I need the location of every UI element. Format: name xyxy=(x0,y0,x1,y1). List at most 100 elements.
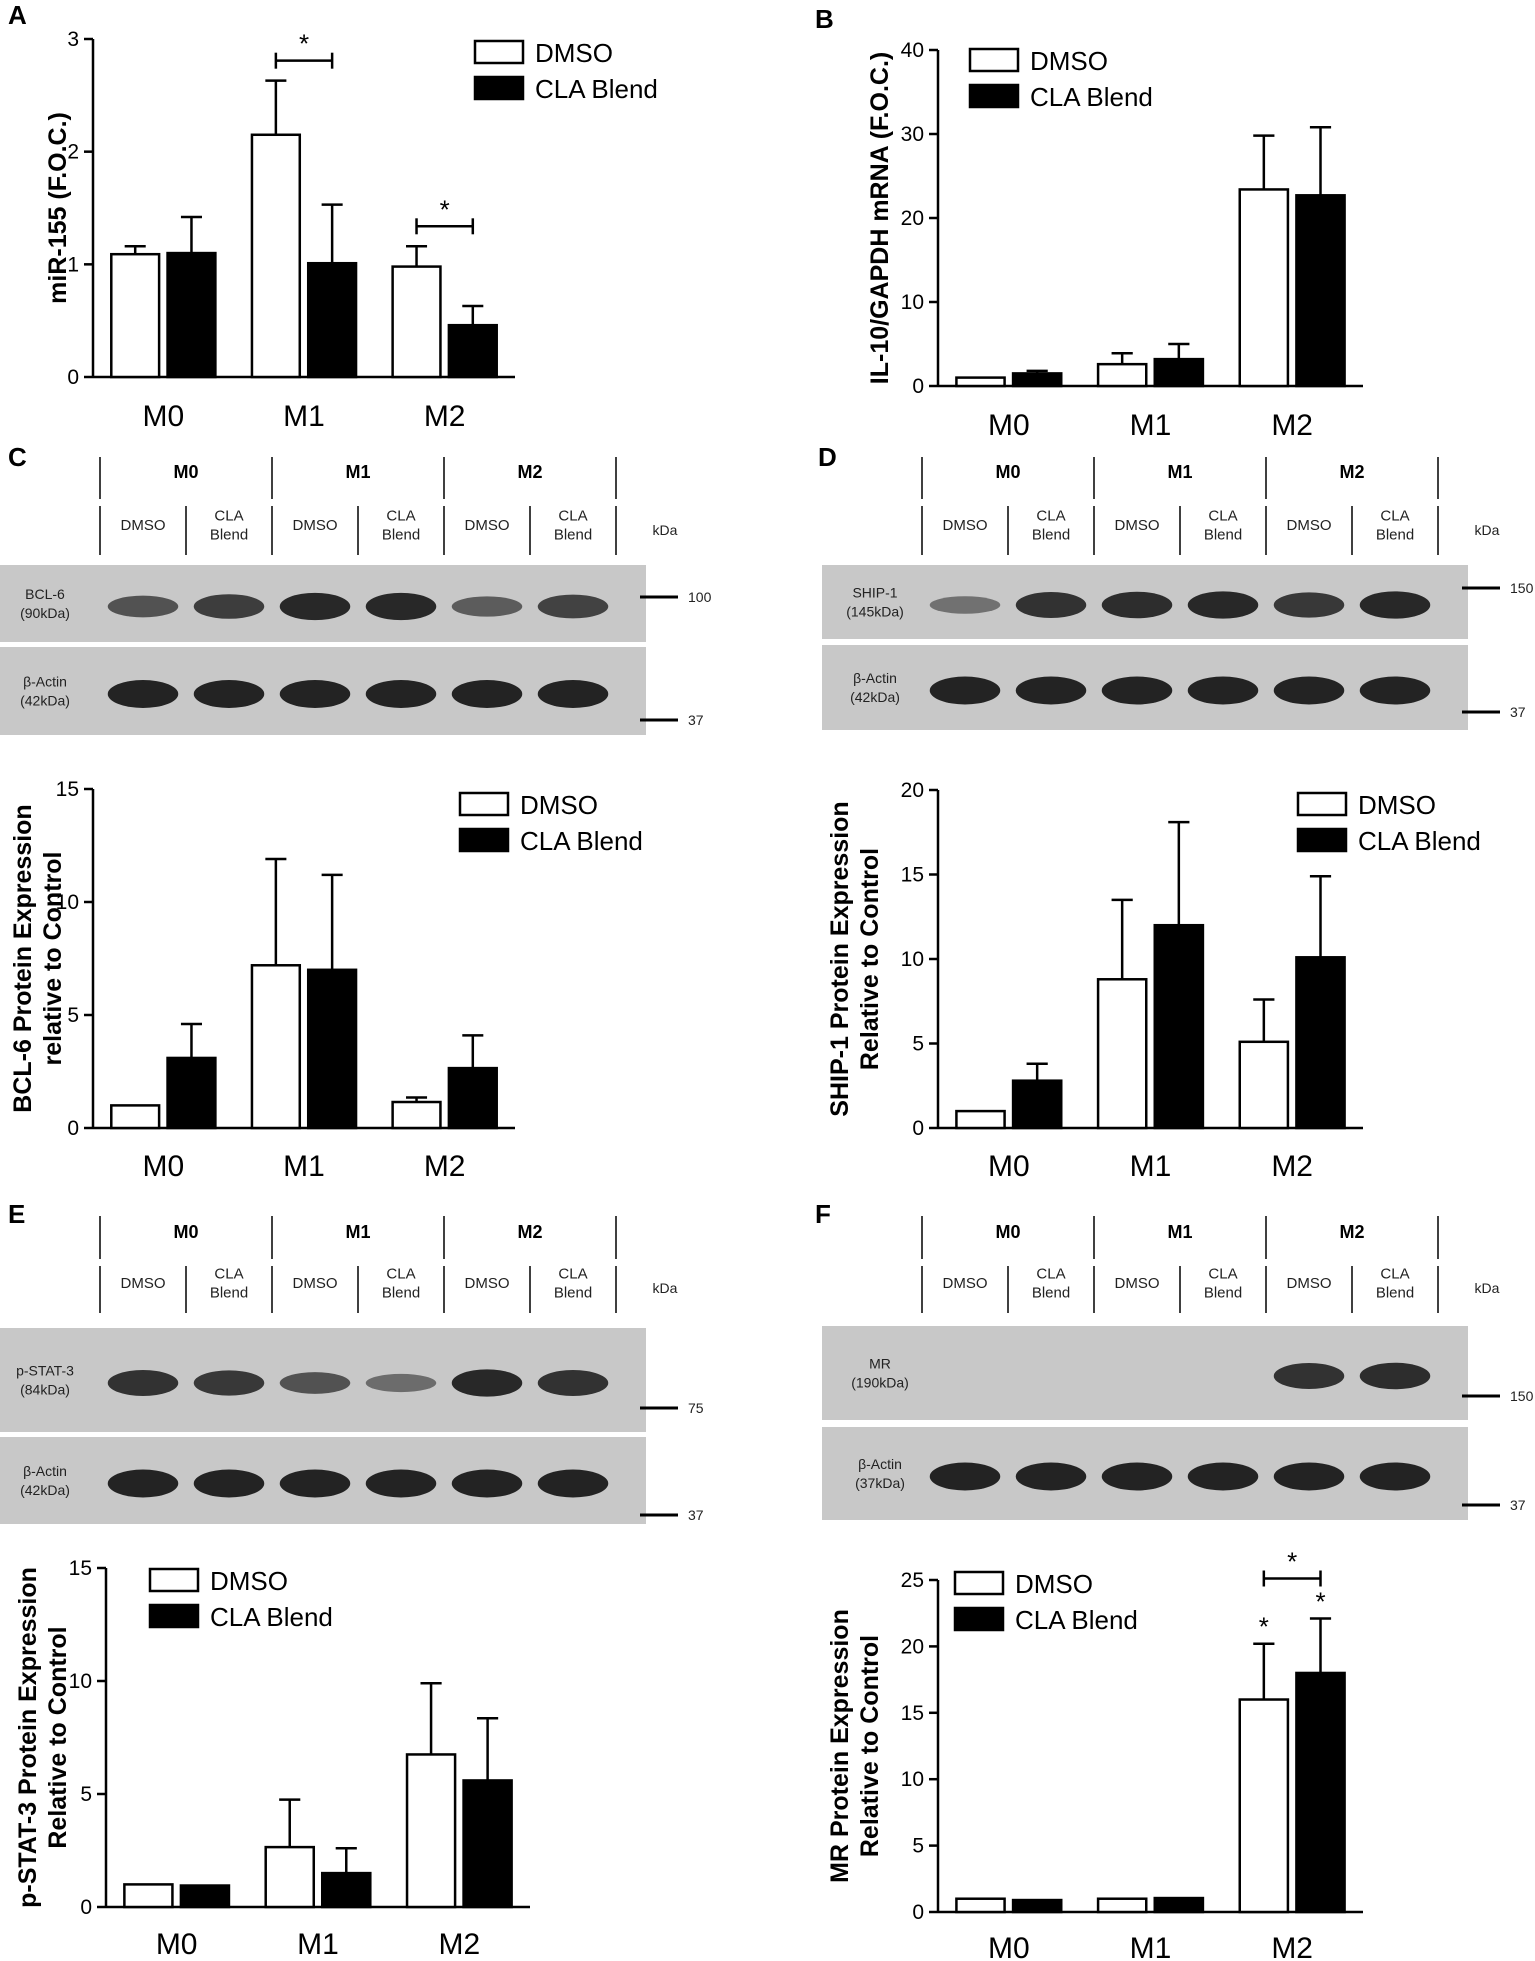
y-tick-label: 10 xyxy=(901,948,924,971)
protein-band xyxy=(929,596,1001,614)
bar-dmso xyxy=(1096,1897,1148,1914)
category-label: M0 xyxy=(156,1928,198,1961)
protein-band xyxy=(537,680,609,708)
bar-dmso xyxy=(123,1883,174,1909)
y-tick-label: 15 xyxy=(69,1557,92,1580)
protein-band xyxy=(1359,1362,1431,1390)
bar-dmso xyxy=(391,1100,442,1130)
category-label: M0 xyxy=(142,1150,184,1183)
y-axis-label-group: SHIP-1 Protein ExpressionRelative to Con… xyxy=(826,801,884,1116)
legend-swatch xyxy=(458,791,510,817)
protein-band xyxy=(1273,1462,1345,1491)
protein-band xyxy=(451,1369,523,1397)
protein-band xyxy=(537,1370,609,1396)
protein-band xyxy=(107,1469,179,1498)
y-tick-label: 10 xyxy=(901,291,924,314)
y-axis-label: SHIP-1 Protein ExpressionRelative to Con… xyxy=(826,801,884,1116)
category-label: M1 xyxy=(1130,409,1172,442)
protein-band xyxy=(279,1372,351,1394)
protein-band xyxy=(451,596,523,617)
y-tick-label: 15 xyxy=(56,778,79,801)
blot-group-label: M2 xyxy=(517,1222,542,1242)
protein-band xyxy=(279,680,351,708)
blot-row-label: MR (190kDa) xyxy=(851,1356,909,1391)
protein-band xyxy=(451,1469,523,1498)
category-label: M2 xyxy=(1271,409,1313,442)
blot-lane-label: CLA Blend xyxy=(1376,508,1414,544)
blot-row-label: β-Actin (42kDa) xyxy=(20,674,70,709)
protein-band xyxy=(451,680,523,708)
bar-cla-blend xyxy=(447,1066,498,1130)
category-label: M0 xyxy=(988,1932,1030,1961)
bar-dmso xyxy=(110,1104,161,1130)
bar-cla-blend xyxy=(1153,357,1205,388)
bar-dmso xyxy=(1096,362,1148,388)
y-tick-label: 20 xyxy=(901,207,924,230)
bar-dmso xyxy=(1238,1040,1290,1130)
y-tick-label: 15 xyxy=(901,1702,924,1725)
bar-cla-blend xyxy=(166,1056,217,1130)
category-label: M1 xyxy=(1130,1932,1172,1961)
blot-lane-label: DMSO xyxy=(121,1275,166,1292)
y-tick-label: 0 xyxy=(80,1896,92,1919)
category-label: M2 xyxy=(438,1928,480,1961)
protein-band xyxy=(365,1373,437,1393)
blot-lane-label: CLA Blend xyxy=(1032,508,1070,544)
y-axis-label-group: p-STAT-3 Protein ExpressionRelative to C… xyxy=(14,1567,72,1908)
legend-swatch xyxy=(968,47,1020,73)
significance-star: * xyxy=(1259,1612,1269,1642)
y-axis-label-group: BCL-6 Protein Expressionrelative to Cont… xyxy=(9,804,67,1112)
y-axis-label-group: IL-10/GAPDH mRNA (F.O.C.) xyxy=(866,52,894,384)
category-label: M2 xyxy=(424,400,466,433)
protein-band xyxy=(1101,676,1173,705)
blot-lane-label: DMSO xyxy=(121,517,166,534)
blot-E: E M0 M1 M2 DMSO CLA Blend DMSO CLA Blend DMSO CLA Bl… xyxy=(0,1199,704,1524)
legend-swatch xyxy=(148,1567,200,1593)
bar-cla-blend xyxy=(1153,1896,1205,1914)
y-axis-label-group: MR Protein ExpressionRelative to Control xyxy=(826,1609,884,1883)
legend-swatch xyxy=(1296,791,1348,817)
blot-lane-label: CLA Blend xyxy=(1032,1266,1070,1302)
category-label: M1 xyxy=(283,1150,325,1183)
bar-dmso xyxy=(955,1897,1006,1914)
legend-label: DMSO xyxy=(1015,1569,1093,1599)
protein-band xyxy=(1273,592,1345,618)
panel-letter-B: B xyxy=(815,4,834,34)
y-tick-label: 0 xyxy=(912,375,924,398)
category-label: M2 xyxy=(424,1150,466,1183)
blot-group-label: M1 xyxy=(345,462,370,482)
legend-swatch xyxy=(473,39,525,65)
blot-group-label: M1 xyxy=(1167,1222,1192,1242)
legend-label: DMSO xyxy=(1030,46,1108,76)
legend-swatch xyxy=(968,83,1020,109)
chart-B: B 0 10 20 30 40 IL-10/GAPDH mRNA (F.O.C.) M0 M1 M… xyxy=(815,4,1363,442)
legend-label: DMSO xyxy=(210,1566,288,1596)
protein-band xyxy=(279,592,351,621)
protein-band xyxy=(1015,676,1087,705)
marker-label: 37 xyxy=(688,712,704,728)
y-tick-label: 3 xyxy=(67,28,79,51)
protein-band xyxy=(537,594,609,619)
protein-band xyxy=(537,1469,609,1498)
legend-swatch xyxy=(1296,827,1348,853)
blot-group-label: M2 xyxy=(1339,1222,1364,1242)
legend-label: CLA Blend xyxy=(520,826,643,856)
kda-label: kDa xyxy=(653,1280,678,1296)
significance-star: * xyxy=(1287,1547,1297,1577)
blot-group-label: M0 xyxy=(995,1222,1020,1242)
legend-swatch xyxy=(953,1570,1005,1596)
y-tick-label: 30 xyxy=(901,123,924,146)
blot-group-label: M1 xyxy=(1167,462,1192,482)
panel-letter-A: A xyxy=(8,0,27,30)
protein-band xyxy=(107,1370,179,1396)
bar-cla-blend xyxy=(1295,194,1346,388)
protein-band xyxy=(1187,591,1259,619)
chart-C: 0 5 10 15 BCL-6 Protein Expressionrelative t… xyxy=(9,778,643,1183)
marker-label: 75 xyxy=(688,1400,704,1416)
protein-band xyxy=(1015,592,1087,618)
y-tick-label: 5 xyxy=(80,1783,92,1806)
marker-label: 150 xyxy=(1510,580,1534,596)
marker-label: 37 xyxy=(688,1507,704,1523)
blot-D: D M0 M1 M2 DMSO CLA Blend DMSO CLA Blend DMSO CLA Bl… xyxy=(818,442,1534,730)
